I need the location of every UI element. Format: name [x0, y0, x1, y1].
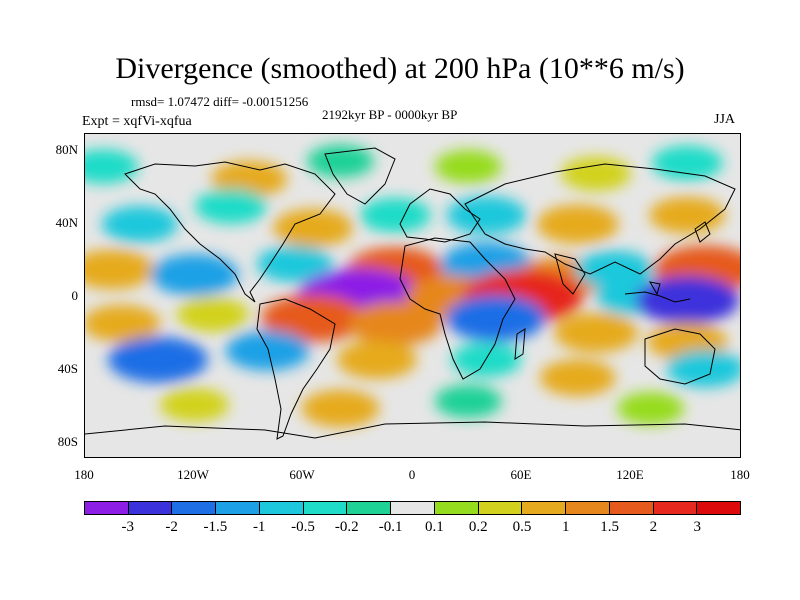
- colorbar-swatch: [128, 502, 173, 514]
- field-anomaly-region: [301, 389, 380, 428]
- lon-tick-label: 180: [74, 467, 94, 482]
- lon-tick-label: 120W: [177, 467, 209, 482]
- colorbar-swatch: [303, 502, 348, 514]
- lon-tick-label: 0: [408, 467, 416, 482]
- field-anomaly-region: [666, 349, 740, 388]
- colorbar-swatch: [478, 502, 523, 514]
- field-anomaly-region: [359, 197, 431, 233]
- lon-tick-label: 180: [730, 467, 750, 482]
- colorbar-label: -0.1: [378, 519, 403, 535]
- page-title: Divergence (smoothed) at 200 hPa (10**6 …: [115, 52, 685, 85]
- lon-tick-label: 120E: [616, 467, 644, 482]
- colorbar-swatch: [216, 502, 260, 514]
- field-anomaly-region: [261, 294, 366, 343]
- colorbar-label: 0.5: [512, 519, 532, 535]
- field-anomaly-region: [195, 188, 267, 224]
- field-anomaly-region: [211, 160, 288, 198]
- lon-tick-label: 60E: [510, 467, 532, 482]
- field-anomaly-region: [451, 342, 522, 377]
- field-anomaly-region: [307, 144, 374, 178]
- field-anomaly-region: [160, 387, 229, 422]
- experiment-label: Expt = xqfVi-xqfua: [82, 114, 192, 129]
- colorbar-swatch: [609, 502, 654, 514]
- colorbar-swatch: [172, 502, 217, 514]
- colorbar-label: 1.5: [600, 519, 619, 535]
- colorbar-label: -1.5: [203, 519, 228, 535]
- field-anomaly-region: [554, 312, 638, 353]
- colorbar-label: -0.2: [334, 519, 359, 535]
- field-anomaly-region: [101, 205, 178, 243]
- field-anomaly-region: [85, 249, 155, 290]
- field-anomaly-region: [225, 330, 310, 371]
- field-anomaly-region: [434, 149, 502, 184]
- field-anomaly-region: [337, 340, 417, 379]
- field-anomaly-region: [348, 301, 443, 346]
- season-label: JJA: [714, 112, 736, 127]
- lat-tick-label: 40N: [55, 215, 78, 230]
- colorbar-label: -0.5: [291, 519, 315, 535]
- field-anomaly-region: [85, 304, 161, 343]
- field-anomaly-region: [635, 276, 740, 325]
- colorbar-label: -3: [121, 519, 135, 535]
- colorbar-swatch: [522, 502, 567, 514]
- field-anomaly-region: [561, 156, 631, 191]
- stats-text: rmsd= 1.07472 diff= -0.00151256: [131, 94, 309, 109]
- divergence-field: [85, 144, 740, 440]
- lat-tick-label: 80N: [55, 142, 78, 157]
- field-anomaly-region: [434, 384, 502, 418]
- lat-tick-label: 40S: [57, 361, 78, 376]
- field-anomaly-region: [536, 204, 619, 244]
- field-anomaly-region: [108, 336, 208, 383]
- colorbar-swatch: [259, 502, 304, 514]
- colorbar-swatch: [347, 502, 392, 514]
- period-label: 2192kyr BP - 0000kyr BP: [322, 107, 458, 122]
- colorbar-swatch: [566, 502, 610, 514]
- colorbar-swatch: [653, 502, 698, 514]
- colorbar-label: -2: [165, 519, 178, 535]
- colorbar-label: 1: [562, 519, 570, 535]
- colorbar-swatch: [697, 502, 741, 514]
- colorbar-label: -1: [252, 519, 266, 535]
- colorbar-swatch: [85, 502, 129, 514]
- colorbar-label: 0.1: [425, 519, 444, 535]
- field-anomaly-region: [651, 145, 723, 181]
- field-anomaly-region: [539, 359, 616, 397]
- field-anomaly-region: [273, 208, 354, 248]
- colorbar-swatch: [434, 502, 479, 514]
- coastlines: [85, 147, 740, 440]
- field-anomaly-region: [649, 196, 726, 234]
- lat-tick-label: 80S: [57, 434, 78, 449]
- lon-tick-label: 60W: [289, 467, 315, 482]
- colorbar-label: 2: [649, 519, 658, 535]
- colorbar-swatch: [391, 502, 435, 514]
- field-anomaly-region: [617, 391, 685, 426]
- field-anomaly-region: [176, 296, 249, 333]
- colorbar-label: 3: [693, 519, 701, 535]
- field-anomaly-region: [85, 149, 139, 184]
- lat-tick-label: 0: [71, 288, 79, 303]
- field-anomaly-region: [150, 254, 239, 296]
- colorbar: [84, 501, 741, 515]
- field-anomaly-region: [445, 294, 546, 342]
- colorbar-label: 0.2: [468, 519, 488, 535]
- map-plot: [84, 133, 741, 458]
